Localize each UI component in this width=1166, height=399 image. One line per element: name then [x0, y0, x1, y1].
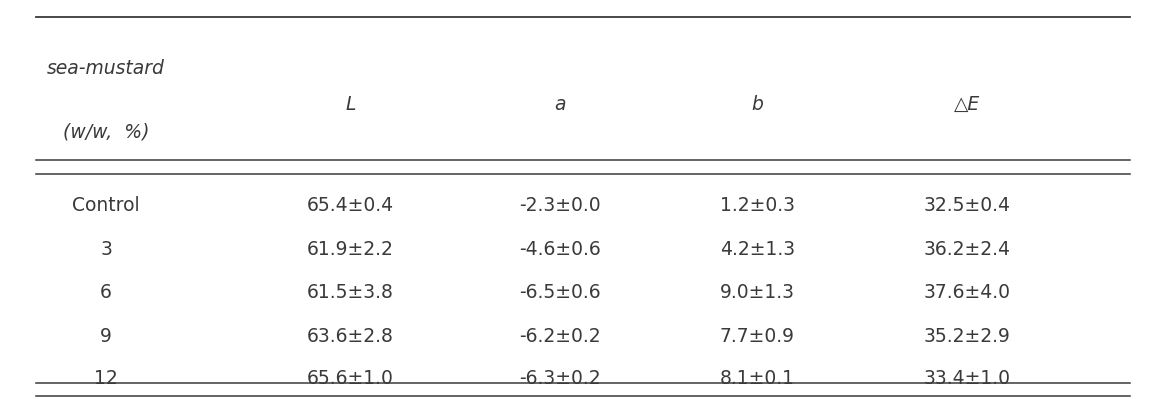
Text: -6.2±0.2: -6.2±0.2 [519, 327, 600, 346]
Text: Control: Control [72, 196, 140, 215]
Text: 36.2±2.4: 36.2±2.4 [923, 239, 1011, 259]
Text: 65.6±1.0: 65.6±1.0 [307, 369, 394, 388]
Text: 33.4±1.0: 33.4±1.0 [923, 369, 1011, 388]
Text: b: b [752, 95, 764, 114]
Text: 4.2±1.3: 4.2±1.3 [719, 239, 795, 259]
Text: 8.1±0.1: 8.1±0.1 [719, 369, 795, 388]
Text: a: a [554, 95, 566, 114]
Text: 1.2±0.3: 1.2±0.3 [719, 196, 795, 215]
Text: 12: 12 [94, 369, 118, 388]
Text: -6.5±0.6: -6.5±0.6 [519, 283, 600, 302]
Text: 9: 9 [100, 327, 112, 346]
Text: 9.0±1.3: 9.0±1.3 [719, 283, 795, 302]
Text: 37.6±4.0: 37.6±4.0 [923, 283, 1011, 302]
Text: -6.3±0.2: -6.3±0.2 [519, 369, 600, 388]
Text: 35.2±2.9: 35.2±2.9 [923, 327, 1010, 346]
Text: 63.6±2.8: 63.6±2.8 [307, 327, 394, 346]
Text: sea-mustard: sea-mustard [47, 59, 166, 78]
Text: L: L [345, 95, 356, 114]
Text: 65.4±0.4: 65.4±0.4 [307, 196, 394, 215]
Text: △E: △E [954, 95, 979, 114]
Text: 6: 6 [100, 283, 112, 302]
Text: 61.9±2.2: 61.9±2.2 [307, 239, 394, 259]
Text: 3: 3 [100, 239, 112, 259]
Text: (w/w,  %): (w/w, %) [63, 122, 149, 142]
Text: -2.3±0.0: -2.3±0.0 [519, 196, 600, 215]
Text: 7.7±0.9: 7.7±0.9 [719, 327, 795, 346]
Text: -4.6±0.6: -4.6±0.6 [519, 239, 600, 259]
Text: 61.5±3.8: 61.5±3.8 [307, 283, 394, 302]
Text: 32.5±0.4: 32.5±0.4 [923, 196, 1011, 215]
